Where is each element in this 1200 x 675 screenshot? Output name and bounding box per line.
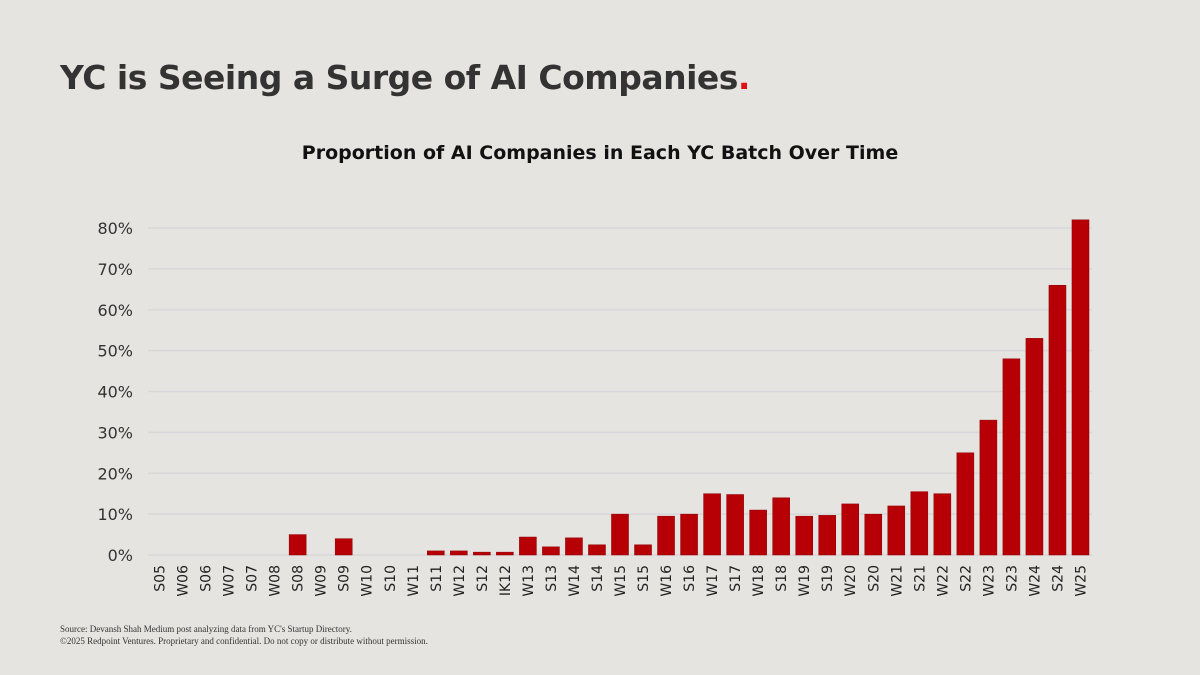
x-tick-label: W19 [797,565,813,597]
bar-S09 [334,538,353,556]
bar-W25 [1071,219,1090,556]
x-tick-label: W10 [360,565,376,597]
bar-W19 [795,515,813,556]
page-title: YC is Seeing a Surge of AI Companies. [60,58,750,97]
x-tick-label: S23 [1004,565,1020,592]
x-tick-label: S22 [958,565,974,592]
x-tick-label: S24 [1050,565,1066,592]
x-tick-label: W18 [751,565,767,597]
x-tick-label: S21 [912,565,928,592]
bar-W22 [933,493,952,556]
bar-S08 [288,534,307,556]
bar-W18 [749,509,767,556]
bar-W20 [841,503,860,556]
chart-title: Proportion of AI Companies in Each YC Ba… [301,142,899,164]
y-tick-label: 30% [97,423,133,442]
bar-S18 [772,497,790,556]
bar-S24 [1048,284,1067,556]
x-tick-label: W15 [613,565,629,597]
x-tick-label: S10 [383,565,399,592]
x-tick-label: S17 [728,565,744,592]
bar-W13 [519,536,537,556]
y-tick-label: 70% [97,260,133,279]
x-tick-label: S12 [475,565,491,592]
bar-S16 [680,513,698,556]
title-dot: . [737,58,751,97]
x-tick-label: W08 [268,565,284,597]
y-tick-label: 80% [97,219,133,238]
y-tick-label: 50% [97,342,133,361]
bar-W17 [703,493,721,556]
copyright-note: ©2025 Redpoint Ventures. Proprietary and… [60,636,428,646]
bar-W16 [657,515,675,556]
bar-S13 [542,546,560,556]
y-tick-label: 10% [97,505,133,524]
x-tick-label: W14 [567,565,583,597]
x-tick-label: S20 [866,565,882,592]
y-tick-label: 40% [97,383,133,402]
x-tick-label: S07 [245,565,261,592]
x-tick-label: W21 [889,565,905,597]
x-tick-label: W12 [452,565,468,597]
bar-S21 [910,491,929,556]
bar-IK12 [496,551,514,556]
y-tick-label: 60% [97,301,133,320]
bar-S23 [1002,358,1021,556]
x-tick-label: W25 [1073,565,1089,597]
footer: Source: Devansh Shah Medium post analyzi… [60,623,428,647]
x-tick-label: W23 [981,565,997,597]
bar-W23 [979,419,998,556]
x-tick-label: S06 [199,565,215,592]
bar-S19 [818,515,836,556]
bar-W15 [611,513,629,556]
x-tick-label: W06 [176,565,192,597]
x-tick-label: S13 [544,565,560,592]
x-tick-label: S19 [820,565,836,592]
bar-W14 [565,537,583,556]
x-tick-label: S08 [291,565,307,592]
x-tick-label: W07 [222,565,238,597]
x-tick-label: S18 [774,565,790,592]
bar-S12 [473,551,491,556]
source-note: Source: Devansh Shah Medium post analyzi… [60,624,352,634]
x-tick-label: S05 [153,565,169,592]
x-tick-label: W16 [659,565,675,597]
bar-S22 [956,452,975,556]
bar-W24 [1025,338,1044,556]
bar-S20 [864,513,883,556]
title-text: YC is Seeing a Surge of AI Companies [60,58,738,97]
x-tick-label: W17 [705,565,721,597]
bar-S11 [427,550,445,556]
bar-S17 [726,494,744,556]
x-tick-label: IK12 [498,565,514,596]
x-tick-label: S15 [636,565,652,592]
x-tick-label: S14 [590,565,606,592]
y-tick-label: 20% [97,464,133,483]
x-tick-label: W20 [843,565,859,597]
x-tick-label: W24 [1027,565,1043,597]
bar-W21 [887,505,906,556]
x-tick-label: W09 [314,565,330,597]
x-tick-label: W11 [406,565,422,597]
x-tick-label: S16 [682,565,698,592]
x-tick-label: W22 [935,565,951,597]
y-tick-label: 0% [108,546,133,565]
x-tick-label: W13 [521,565,537,597]
x-tick-label: S11 [429,565,445,592]
bar-S14 [588,544,606,556]
x-tick-label: S09 [337,565,353,592]
bar-S15 [634,544,652,556]
bar-W12 [450,550,468,556]
